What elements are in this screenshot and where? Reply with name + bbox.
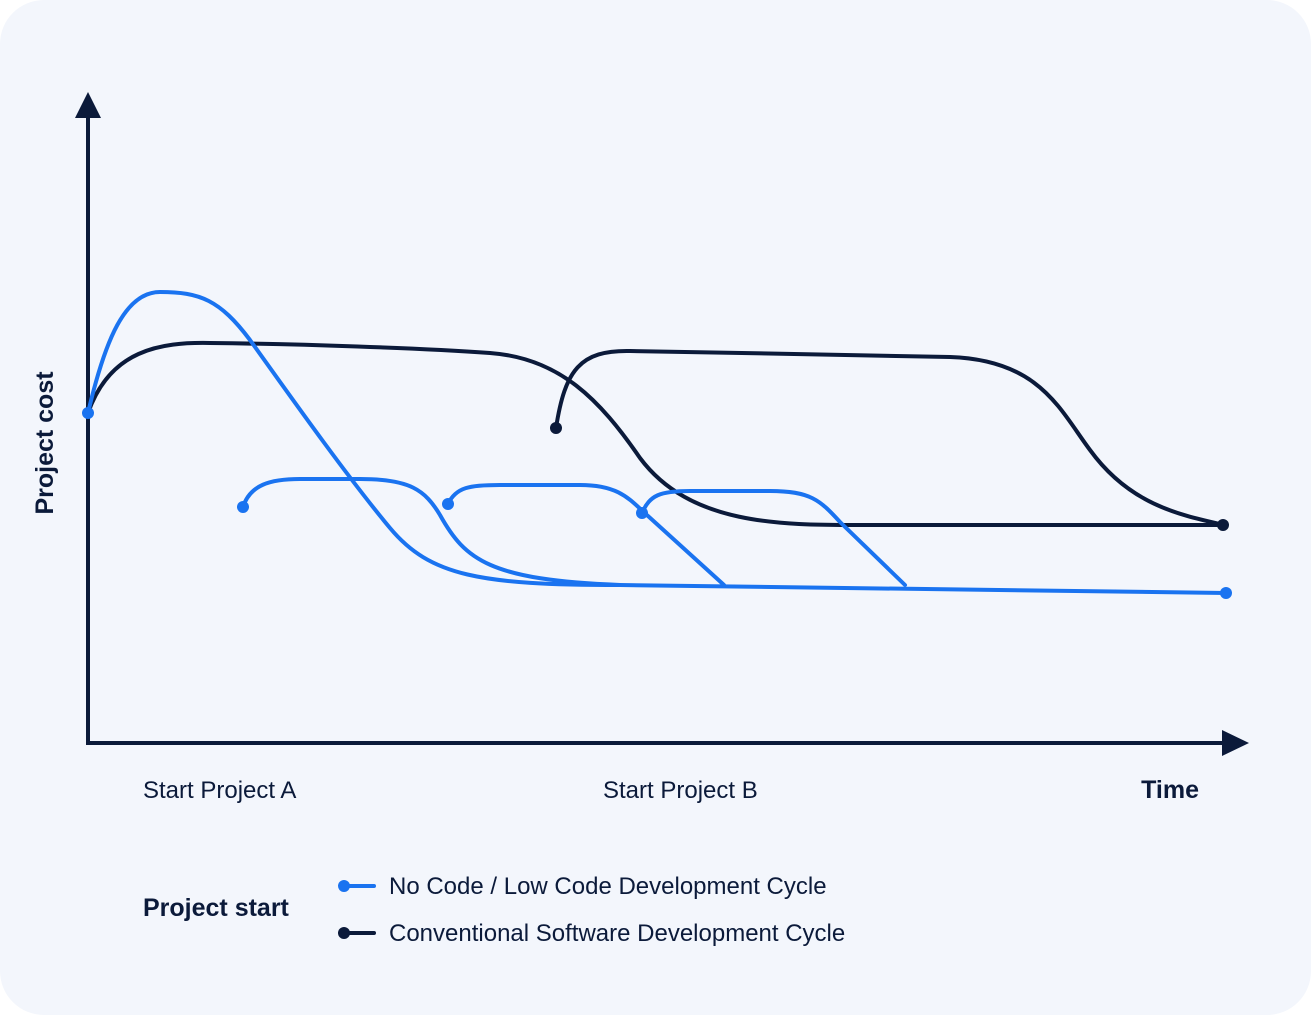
legend-nocode-label: No Code / Low Code Development Cycle (389, 873, 827, 900)
nocode-feature-1-start-marker (237, 501, 249, 513)
nocode-feature-3-curve (640, 489, 907, 587)
y-axis-label: Project cost (31, 371, 59, 515)
conventional-end-marker (1217, 519, 1229, 531)
y-axis-arrow (75, 92, 101, 118)
x-tick-start-project-b: Start Project B (603, 777, 758, 804)
x-axis-label: Time (1141, 776, 1199, 804)
x-axis-arrow (1222, 730, 1249, 756)
nocode-end-marker (1220, 587, 1232, 599)
conventional-series (86, 340, 1226, 527)
nocode-feature-2-start-marker (442, 498, 454, 510)
nocode-project-a-curve (86, 289, 1228, 595)
nocode-feature-2-curve (446, 483, 726, 587)
conventional-project-b-curve (554, 348, 1226, 527)
legend-conventional-label: Conventional Software Development Cycle (389, 920, 845, 947)
legend-item-nocode: No Code / Low Code Development Cycle (338, 873, 827, 900)
conventional-project-b-start-marker (550, 422, 562, 434)
legend-item-conventional: Conventional Software Development Cycle (338, 920, 845, 947)
legend-title: Project start (143, 894, 290, 922)
legend-nocode-swatch-dot (338, 880, 350, 892)
nocode-series (86, 289, 1228, 595)
axes (75, 92, 1249, 756)
legend: Project start No Code / Low Code Develop… (143, 873, 845, 947)
nocode-feature-1-curve (241, 477, 622, 587)
x-tick-start-project-a: Start Project A (143, 777, 296, 804)
nocode-feature-3-start-marker (636, 507, 648, 519)
nocode-start-marker (82, 407, 94, 419)
markers (82, 407, 1232, 599)
conventional-project-a-curve (86, 340, 1226, 527)
legend-conventional-swatch-dot (338, 927, 350, 939)
